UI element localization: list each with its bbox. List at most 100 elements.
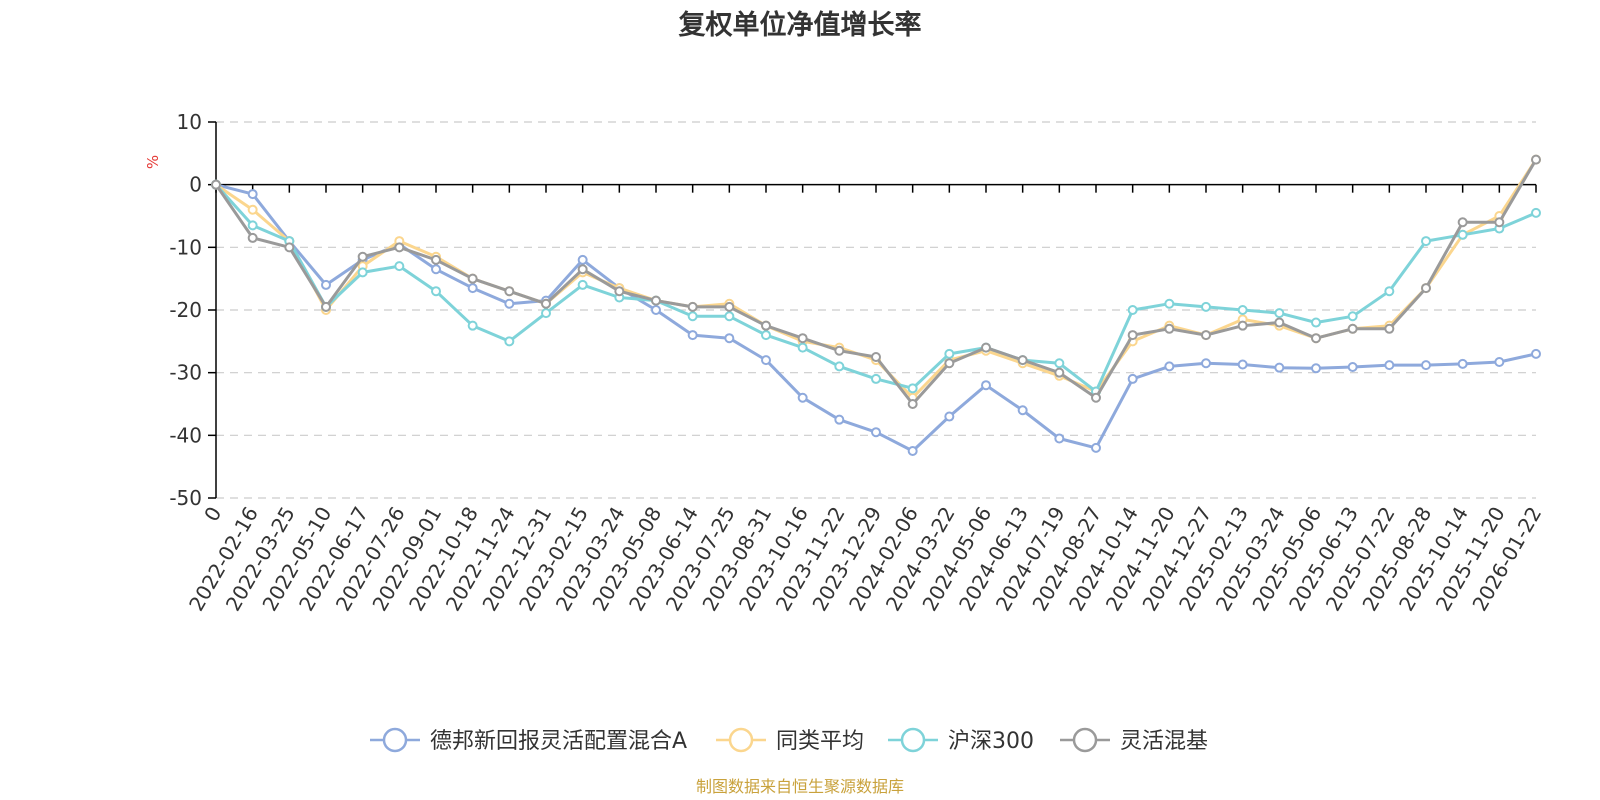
y-tick-label: -20	[169, 298, 202, 322]
data-point	[907, 399, 918, 409]
data-point	[577, 264, 588, 275]
y-tick-label: -50	[169, 486, 202, 510]
data-point	[1201, 301, 1211, 312]
data-point	[284, 242, 295, 253]
data-point	[797, 392, 808, 403]
data-point	[247, 232, 258, 243]
legend-marker-icon	[900, 727, 926, 753]
data-point	[504, 286, 515, 297]
data-point	[1201, 358, 1211, 369]
legend-label: 沪深300	[948, 729, 1034, 754]
y-axis-unit-label: %	[144, 155, 162, 169]
data-point	[1347, 323, 1358, 334]
legend-item[interactable]: 同类平均	[716, 727, 864, 754]
data-point	[871, 373, 881, 384]
data-point	[431, 254, 441, 265]
data-point	[504, 336, 515, 347]
data-point	[1311, 363, 1321, 374]
y-tick-label: -40	[169, 423, 202, 447]
data-point	[1311, 317, 1321, 328]
data-point	[1421, 360, 1431, 371]
x-tick-label: 0	[199, 503, 226, 526]
data-point	[1531, 348, 1541, 359]
data-point	[1274, 317, 1285, 328]
legend-item[interactable]: 灵活混基	[1060, 727, 1208, 754]
data-point	[321, 279, 331, 290]
data-point	[431, 286, 441, 297]
y-tick-label: -30	[169, 361, 202, 385]
data-point	[394, 242, 405, 253]
legend-label: 德邦新回报灵活配置混合A	[430, 729, 687, 754]
data-point	[1494, 217, 1505, 228]
data-point	[651, 295, 661, 306]
data-point	[907, 446, 918, 456]
data-point	[1017, 355, 1028, 366]
data-point	[1127, 305, 1138, 315]
data-point	[871, 427, 881, 438]
data-point	[1091, 442, 1101, 453]
data-point	[1384, 360, 1395, 371]
data-point	[1127, 373, 1138, 384]
legend-item[interactable]: 德邦新回报灵活配置混合A	[370, 727, 687, 754]
data-point	[834, 345, 845, 356]
data-point	[724, 301, 735, 312]
y-tick-label: 0	[189, 173, 202, 197]
data-point	[247, 189, 258, 200]
data-point	[1421, 283, 1431, 294]
data-point	[211, 179, 221, 190]
data-point	[1457, 217, 1468, 228]
legend-marker-icon	[382, 727, 408, 753]
data-point	[1274, 362, 1285, 373]
data-point	[1347, 362, 1358, 373]
data-point	[907, 383, 918, 394]
data-point	[1164, 298, 1175, 309]
legend-item[interactable]: 沪深300	[888, 727, 1034, 754]
data-point	[651, 305, 661, 315]
data-point	[724, 311, 735, 322]
data-point	[687, 301, 698, 312]
data-point	[1054, 433, 1065, 444]
data-point	[981, 342, 991, 353]
data-point	[1017, 405, 1028, 416]
data-point	[797, 342, 808, 353]
chart-title: 复权单位净值增长率	[679, 9, 922, 41]
data-source-note: 制图数据来自恒生聚源数据库	[696, 777, 904, 796]
data-point	[834, 414, 845, 425]
grid-layer	[216, 121, 1536, 499]
data-point	[357, 267, 368, 278]
data-point	[1384, 286, 1395, 297]
data-point	[1054, 367, 1065, 378]
data-point	[944, 348, 955, 359]
data-point	[541, 298, 551, 309]
data-point	[1274, 308, 1285, 319]
data-point	[1164, 361, 1175, 372]
y-tick-label: 10	[177, 110, 202, 134]
data-point	[467, 283, 478, 294]
data-point	[1054, 358, 1065, 369]
data-point	[467, 273, 478, 284]
data-point	[467, 320, 478, 331]
data-point	[1237, 305, 1248, 315]
data-point	[1457, 229, 1468, 240]
data-point	[1091, 392, 1101, 403]
data-point	[1347, 311, 1358, 322]
data-point	[761, 355, 771, 366]
data-point	[834, 361, 845, 372]
legend[interactable]: 德邦新回报灵活配置混合A 同类平均 沪深300 灵活混基	[370, 727, 1208, 754]
data-point	[431, 264, 441, 275]
data-point	[1201, 330, 1211, 341]
data-point	[1164, 323, 1175, 334]
data-point	[394, 261, 405, 272]
series-1	[211, 179, 1541, 456]
data-point	[761, 320, 771, 331]
legend-label: 灵活混基	[1120, 729, 1208, 754]
series-4	[211, 154, 1541, 409]
data-point	[1127, 330, 1138, 341]
data-point	[687, 330, 698, 341]
data-point	[724, 333, 735, 344]
data-point	[504, 298, 515, 309]
legend-marker-icon	[1072, 727, 1098, 753]
data-point	[614, 286, 625, 297]
data-point	[541, 308, 551, 319]
